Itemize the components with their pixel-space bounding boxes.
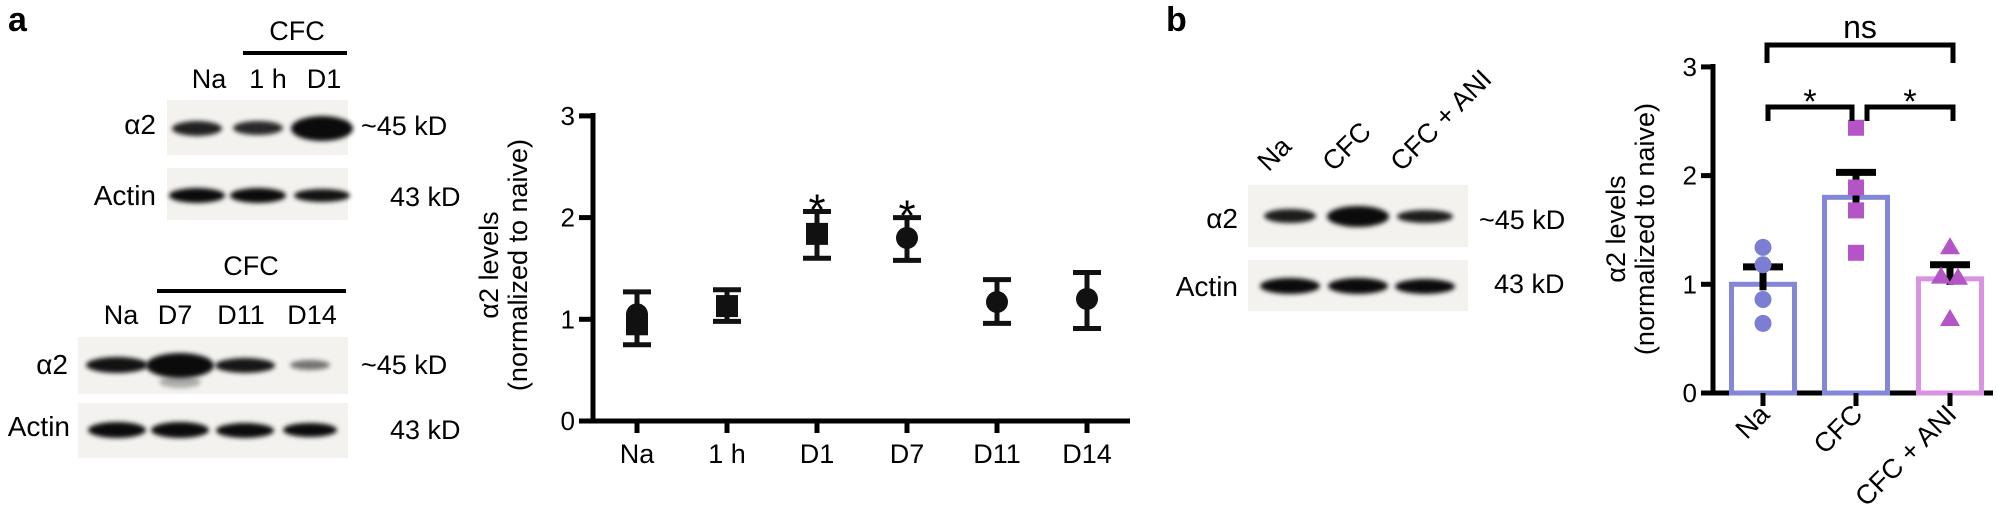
kd-label-43-bottom: 43 kD <box>390 415 461 445</box>
lane-label-na-b: Na <box>1251 131 1298 177</box>
protein-band <box>291 115 353 141</box>
protein-band <box>151 422 209 438</box>
protein-label-alpha2-top: α2 <box>124 109 156 140</box>
protein-band <box>215 357 275 373</box>
svg-text:*: * <box>1803 83 1816 121</box>
svg-text:Na: Na <box>1730 398 1776 444</box>
protein-band <box>86 357 148 373</box>
svg-text:3: 3 <box>561 101 575 131</box>
lane-label-cfc-ani-b: CFC + ANI <box>1384 63 1498 177</box>
svg-text:*: * <box>898 192 915 241</box>
protein-band <box>1328 278 1388 294</box>
blot-image-alpha2-bottom <box>78 337 348 394</box>
svg-text:1: 1 <box>1683 269 1697 299</box>
protein-band <box>88 422 146 438</box>
protein-band <box>290 360 330 370</box>
chart-b-y-title-line2: (normalized to naive) <box>1630 102 1660 356</box>
protein-band <box>233 121 283 135</box>
protein-band <box>283 423 337 437</box>
kd-label-45-top: ~45 kD <box>361 111 448 141</box>
lane-label-d7: D7 <box>157 300 193 330</box>
protein-label-actin-b: Actin <box>1175 271 1238 302</box>
protein-band <box>1395 278 1455 294</box>
svg-text:2: 2 <box>1683 161 1697 191</box>
svg-text:1: 1 <box>561 304 575 334</box>
lane-label-d1: D1 <box>306 64 342 94</box>
lane-label-cfc-b: CFC <box>1316 116 1377 177</box>
svg-text:0: 0 <box>1683 378 1697 408</box>
blot-image-actin-top <box>167 168 350 220</box>
lane-label-1h: 1 h <box>249 64 287 94</box>
blot-image-actin-b <box>1248 260 1468 311</box>
cfc-group-label-bottom: CFC <box>223 251 279 281</box>
panel-b-label: b <box>1166 1 1187 39</box>
protein-band <box>1397 209 1453 223</box>
svg-text:D1: D1 <box>800 439 835 469</box>
panel-a-label: a <box>8 1 27 39</box>
protein-label-actin-top: Actin <box>93 180 156 211</box>
protein-label-alpha2-bottom: α2 <box>36 349 68 380</box>
svg-text:D7: D7 <box>890 439 925 469</box>
svg-text:CFC: CFC <box>1808 399 1868 459</box>
protein-band <box>172 120 222 136</box>
lane-label-d14: D14 <box>287 300 337 330</box>
protein-band <box>1260 278 1320 294</box>
svg-text:1 h: 1 h <box>708 439 746 469</box>
lane-label-na-bottom: Na <box>103 300 139 330</box>
protein-band <box>1327 205 1389 227</box>
svg-text:3: 3 <box>1683 52 1697 82</box>
blot-image-alpha2-b <box>1248 185 1468 247</box>
kd-label-45-b: ~45 kD <box>1479 205 1566 235</box>
protein-band <box>146 352 214 378</box>
svg-text:D14: D14 <box>1062 439 1112 469</box>
protein-label-actin-bottom: Actin <box>7 411 70 442</box>
chart-b-y-axis-title: α2 levels (normalized to naive) <box>1601 79 1662 379</box>
kd-label-43-top: 43 kD <box>390 182 461 212</box>
svg-text:2: 2 <box>561 203 575 233</box>
chart-b-y-title-line1: α2 levels <box>1601 175 1631 283</box>
protein-band <box>216 422 274 438</box>
kd-label-43-b: 43 kD <box>1494 269 1565 299</box>
blot-image-alpha2-top <box>167 100 353 155</box>
protein-band <box>169 187 225 203</box>
lane-label-d11: D11 <box>217 300 265 330</box>
protein-band <box>230 187 286 203</box>
protein-band <box>159 376 201 388</box>
svg-text:*: * <box>808 185 825 234</box>
alpha2-timecourse-chart: 0 1 2 3 Na 1 h D1 * D7 * D11 D14 <box>561 101 1130 469</box>
svg-text:D11: D11 <box>973 439 1021 469</box>
cfc-group-underline-bottom <box>157 289 346 293</box>
protein-label-alpha2-b: α2 <box>1206 203 1238 234</box>
cfc-group-underline-top <box>243 51 347 55</box>
blot-image-actin-bottom <box>78 403 348 458</box>
kd-label-45-bottom: ~45 kD <box>361 350 448 380</box>
svg-text:Na: Na <box>620 439 655 469</box>
protein-band <box>294 188 350 202</box>
lane-label-na-top: Na <box>191 64 227 94</box>
cfc-group-label-top: CFC <box>269 16 325 46</box>
svg-text:*: * <box>1903 83 1916 121</box>
svg-text:ns: ns <box>1843 9 1877 45</box>
svg-text:CFC + ANI: CFC + ANI <box>1849 399 1962 512</box>
svg-text:0: 0 <box>561 406 575 436</box>
protein-band <box>1264 209 1316 223</box>
